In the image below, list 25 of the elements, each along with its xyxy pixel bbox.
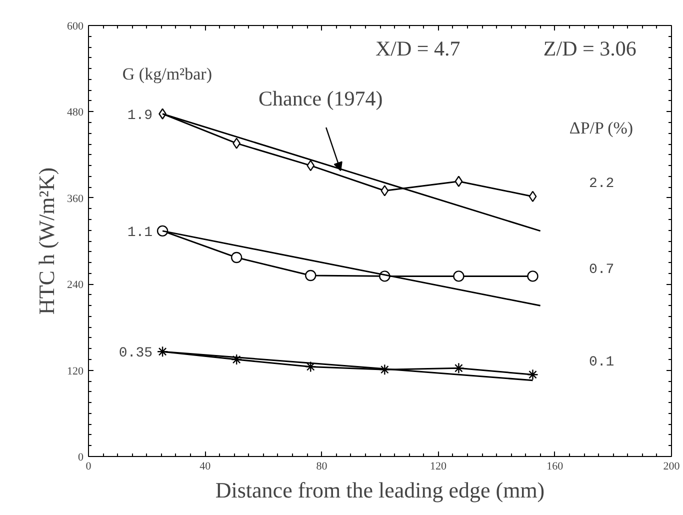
y-tick-label: 0 [78, 452, 84, 464]
x-tick-label: 40 [200, 460, 212, 472]
x-tick-label: 80 [316, 460, 328, 472]
y-tick-label: 600 [67, 20, 84, 32]
annotation: X/D = 4.7 [376, 36, 460, 60]
y-tick-label: 240 [67, 279, 84, 292]
x-tick-label: 160 [546, 460, 564, 472]
legend-label: 0.35 [118, 346, 153, 362]
series-label: 1.1 [127, 224, 153, 241]
annotation: ΔP/P (%) [569, 118, 634, 138]
annotation: Chance (1974) [258, 86, 383, 111]
annotation: 2.2 [588, 176, 614, 192]
y-tick-label: 360 [67, 192, 84, 205]
annotation: 0.7 [588, 262, 614, 278]
annotation: 0.1 [588, 354, 614, 370]
x-tick-label: 0 [86, 460, 92, 472]
annotation: G (kg/m²bar) [122, 64, 212, 84]
y-tick-label: 480 [67, 106, 84, 119]
x-axis-title: Distance from the leading edge (mm) [215, 478, 545, 502]
x-tick-label: 120 [430, 460, 448, 472]
series-label: 1.9 [127, 108, 153, 124]
y-axis-title: HTC h (W/m²K) [34, 167, 59, 315]
annotation: Z/D = 3.06 [543, 36, 636, 60]
y-tick-label: 120 [67, 365, 84, 378]
x-tick-label: 200 [663, 460, 680, 472]
